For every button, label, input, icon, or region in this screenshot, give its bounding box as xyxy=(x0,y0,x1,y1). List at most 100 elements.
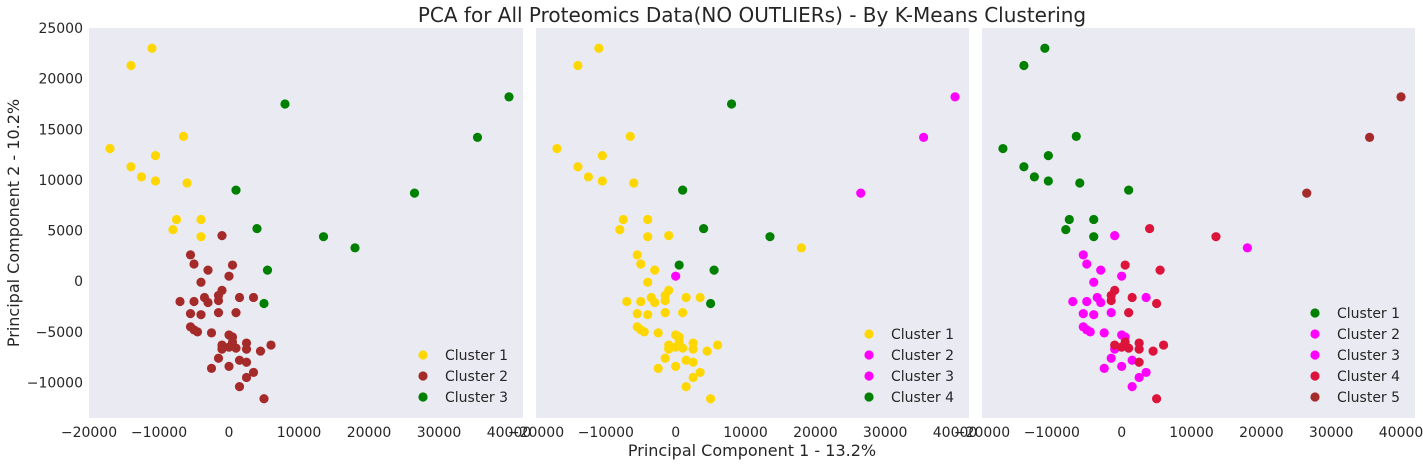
scatter-point-series-1 xyxy=(615,224,625,235)
scatter-point-series-2 xyxy=(227,260,238,270)
legend-label: Cluster 5 xyxy=(1337,390,1400,406)
x-tick-label: 0 xyxy=(1117,425,1126,441)
scatter-point-series-2 xyxy=(1096,297,1106,308)
scatter-point-series-1 xyxy=(1043,176,1053,186)
legend-label: Cluster 2 xyxy=(1337,327,1400,343)
scatter-point-series-1 xyxy=(147,43,157,53)
scatter-point-series-2 xyxy=(1117,271,1127,281)
scatter-point-series-1 xyxy=(196,214,206,225)
scatter-point-series-2 xyxy=(185,309,196,319)
scatter-point-series-1 xyxy=(653,363,663,373)
legend-marker xyxy=(1310,350,1320,360)
plot-area-1 xyxy=(89,28,523,418)
scatter-point-series-4 xyxy=(1110,340,1120,350)
scatter-point-series-2 xyxy=(189,296,199,307)
legend-label: Cluster 4 xyxy=(1337,369,1400,385)
y-tick-label: 0 xyxy=(74,274,83,290)
scatter-point-series-2 xyxy=(1141,367,1151,378)
scatter-point-series-1 xyxy=(660,295,670,306)
scatter-point-series-1 xyxy=(671,342,681,352)
scatter-point-series-1 xyxy=(1124,185,1134,195)
legend-marker xyxy=(864,329,874,339)
scatter-point-series-2 xyxy=(217,231,227,241)
scatter-point-series-3 xyxy=(472,132,483,143)
scatter-point-series-4 xyxy=(1124,343,1134,353)
scatter-point-series-1 xyxy=(196,232,206,242)
scatter-point-series-2 xyxy=(196,277,206,287)
scatter-point-series-5 xyxy=(1365,132,1375,143)
scatter-point-series-1 xyxy=(643,214,653,225)
scatter-point-series-1 xyxy=(653,328,663,338)
scatter-point-series-2 xyxy=(1089,277,1099,287)
y-tick-label: 5000 xyxy=(47,224,83,240)
scatter-point-series-1 xyxy=(998,143,1008,154)
scatter-point-series-2 xyxy=(185,250,196,260)
scatter-point-series-1 xyxy=(671,361,681,371)
scatter-point-series-4 xyxy=(1120,260,1130,270)
x-tick-label: −20000 xyxy=(61,425,117,441)
scatter-point-series-1 xyxy=(597,151,607,161)
scatter-point-series-1 xyxy=(705,394,716,404)
scatter-point-series-2 xyxy=(266,340,276,350)
scatter-point-series-3 xyxy=(259,298,269,309)
x-tick-label: −10000 xyxy=(131,425,187,441)
y-tick-label: 10000 xyxy=(38,173,83,189)
points-group xyxy=(552,43,960,404)
scatter-point-series-4 xyxy=(699,223,709,234)
scatter-point-series-1 xyxy=(1061,224,1071,235)
scatter-point-series-2 xyxy=(241,344,252,354)
scatter-point-series-2 xyxy=(259,394,269,404)
scatter-point-series-4 xyxy=(1145,223,1155,234)
scatter-point-series-4 xyxy=(726,99,737,109)
scatter-point-series-1 xyxy=(681,381,691,392)
scatter-point-series-1 xyxy=(664,231,674,241)
scatter-point-series-1 xyxy=(695,367,705,378)
scatter-point-series-1 xyxy=(1019,60,1029,71)
scatter-point-series-1 xyxy=(622,296,632,307)
x-tick-label: 30000 xyxy=(1309,425,1354,441)
scatter-point-series-2 xyxy=(224,271,234,281)
scatter-point-series-1 xyxy=(597,176,607,186)
scatter-point-series-1 xyxy=(636,296,646,307)
scatter-point-series-4 xyxy=(709,265,719,275)
points-group xyxy=(998,43,1406,404)
scatter-point-series-4 xyxy=(705,298,716,309)
scatter-point-series-2 xyxy=(1085,327,1095,337)
scatter-point-series-1 xyxy=(150,151,161,161)
scatter-point-series-3 xyxy=(262,265,273,275)
scatter-point-series-4 xyxy=(674,260,684,270)
scatter-point-series-2 xyxy=(1134,372,1144,383)
scatter-point-series-2 xyxy=(231,343,241,353)
scatter-point-series-1 xyxy=(629,178,639,188)
scatter-point-series-4 xyxy=(1151,394,1162,404)
x-tick-label: 10000 xyxy=(1169,425,1214,441)
scatter-point-series-1 xyxy=(136,172,147,182)
x-tick-label: 40000 xyxy=(933,425,978,441)
x-tick-label: −20000 xyxy=(954,425,1010,441)
scatter-point-series-1 xyxy=(681,355,691,365)
scatter-point-series-2 xyxy=(1106,308,1116,318)
scatter-point-series-3 xyxy=(504,92,514,102)
scatter-point-series-2 xyxy=(856,188,866,198)
legend-marker xyxy=(864,371,874,381)
scatter-point-series-1 xyxy=(1040,43,1050,53)
scatter-point-series-2 xyxy=(213,295,224,306)
legend-marker xyxy=(1310,308,1320,318)
plot-area-3 xyxy=(982,28,1415,418)
scatter-point-series-4 xyxy=(1151,298,1162,309)
x-tick-label: 0 xyxy=(225,425,234,441)
scatter-point-series-4 xyxy=(1134,344,1144,354)
scatter-point-series-1 xyxy=(796,243,806,253)
scatter-point-series-1 xyxy=(168,224,178,235)
legend-marker xyxy=(864,392,874,402)
x-tick-label: 40000 xyxy=(1379,425,1423,441)
scatter-point-series-2 xyxy=(224,342,234,352)
scatter-point-series-2 xyxy=(1106,353,1116,363)
x-tick-label: 10000 xyxy=(277,425,322,441)
scatter-point-series-2 xyxy=(206,328,217,338)
x-axis-label: Principal Component 1 - 13.2% xyxy=(628,441,876,460)
scatter-point-series-3 xyxy=(252,223,262,234)
x-tick-label: 20000 xyxy=(1239,425,1284,441)
scatter-panel-1: −20000 −10000 0 10000 20000 30000 40000 −10000 −… xyxy=(27,21,532,441)
